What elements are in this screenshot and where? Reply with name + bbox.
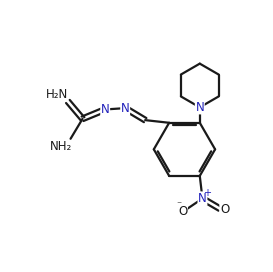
Text: N: N (195, 101, 204, 114)
Text: N: N (198, 192, 207, 205)
Text: O: O (178, 205, 187, 218)
Text: N: N (121, 102, 130, 115)
Text: H₂N: H₂N (46, 88, 68, 101)
Text: +: + (203, 188, 211, 198)
Text: NH₂: NH₂ (50, 140, 72, 153)
Text: O: O (220, 203, 229, 217)
Text: N: N (101, 103, 109, 116)
Text: ⁻: ⁻ (176, 200, 181, 210)
